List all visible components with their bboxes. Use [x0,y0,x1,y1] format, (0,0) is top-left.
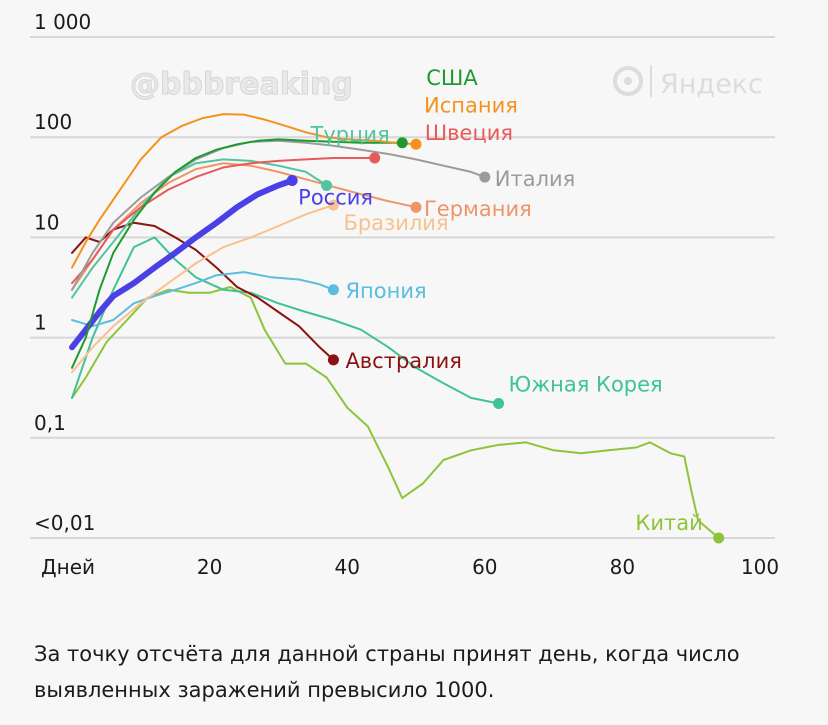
series-label-россия: Россия [298,185,373,209]
series-line-россия [69,177,296,351]
yandex-logo-icon [613,66,643,96]
series-end-dot-южная-корея [493,397,505,409]
series-label-сша: США [426,66,478,90]
series-label-германия: Германия [424,197,532,221]
yandex-logo-dot [624,77,632,85]
series-end-dot-испания [410,138,422,150]
series-label-швеция: Швеция [425,121,513,145]
series-line-испания [71,113,417,269]
watermark: @bbbreaking [130,67,353,102]
x-tick-label: 20 [197,555,222,579]
series-end-dot-бразилия [327,199,339,211]
chart: 1 000 100 10 1 0,1 <0,01 Дней 20 40 60 80 100 @bbb… [30,10,779,579]
x-axis-ticks: Дней 20 40 60 80 100 [41,555,779,579]
x-tick-label: 80 [610,555,635,579]
series-label-япония: Япония [345,279,426,303]
yandex-logo: Яндекс [613,65,763,100]
yandex-logo-text: Яндекс [660,69,763,100]
series-line-швеция [71,157,376,285]
series-label-южная-корея: Южная Корея [509,372,663,396]
series-end-dot-австралия [327,354,339,366]
yandex-logo-divider [650,65,652,97]
series-end-dot-турция [321,179,333,191]
y-tick-label: <0,01 [34,511,95,535]
y-tick-label: 100 [34,110,72,134]
series-line-турция [71,158,328,299]
series-label-италия: Италия [495,167,576,191]
series-end-dot-россия [286,174,298,186]
series-labels: США Испания Турция Швеция Италия Россия Герман… [298,66,703,535]
y-tick-label: 1 000 [34,10,91,34]
series-end-dot-германия [410,201,422,213]
series-end-dot-италия [479,171,491,183]
series-label-бразилия: Бразилия [343,211,448,235]
series-end-dot-китай [713,532,725,544]
series-line-южная-корея [71,236,500,405]
x-tick-label: Дней [41,555,95,579]
series-line-италия [71,139,486,291]
series-end-dot-сша [396,137,408,149]
series-label-турция: Турция [310,122,390,146]
series-label-австралия: Австралия [345,349,461,373]
x-tick-label: 100 [741,555,779,579]
y-tick-label: 0,1 [34,411,66,435]
x-tick-label: 60 [472,555,497,579]
chart-caption: За точку отсчёта для данной страны приня… [34,642,740,702]
series-line-китай [71,286,720,539]
series-label-китай: Китай [635,511,702,535]
series-line-сша [71,138,404,369]
series-end-dot-швеция [369,152,381,164]
y-tick-label: 1 [34,311,47,335]
series-line-бразилия [71,204,335,374]
series-label-испания: Испания [424,93,518,117]
y-tick-label: 10 [34,210,59,234]
series-end-dot-япония [327,284,339,296]
series-line-япония [71,271,335,328]
series-end-dots [286,137,725,544]
x-tick-label: 40 [334,555,359,579]
y-axis-ticks: 1 000 100 10 1 0,1 <0,01 [34,10,95,535]
series-lines [69,113,720,539]
